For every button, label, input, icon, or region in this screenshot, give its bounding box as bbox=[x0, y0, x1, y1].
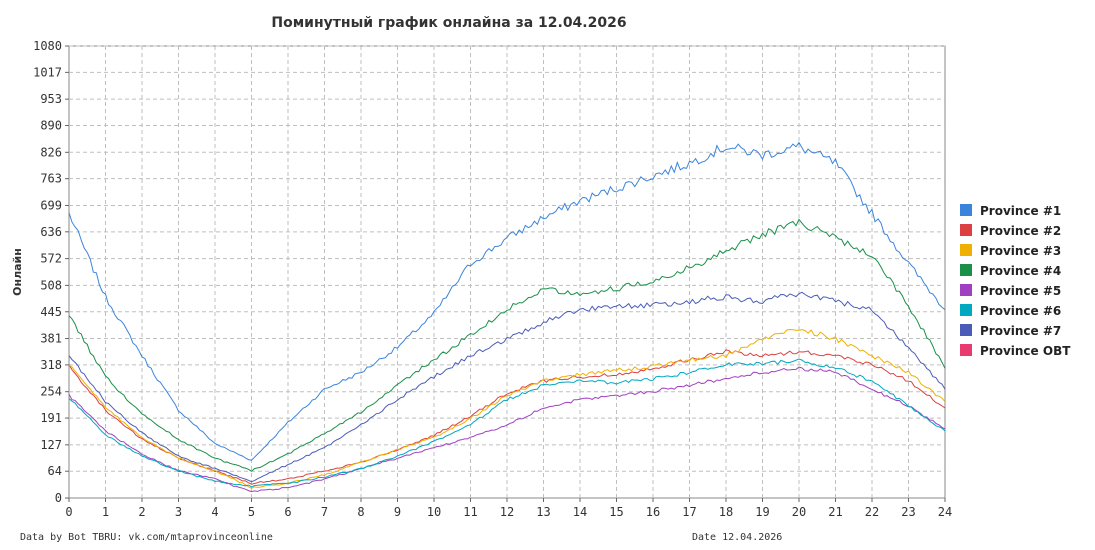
x-tick-label: 14 bbox=[573, 505, 587, 519]
legend: Province #1 Province #2 Province #3 Provinc… bbox=[960, 204, 1071, 358]
x-tick-label: 8 bbox=[357, 505, 364, 519]
x-tick-label: 0 bbox=[65, 505, 72, 519]
x-tick-label: 11 bbox=[463, 505, 477, 519]
legend-label: Province #6 bbox=[980, 304, 1061, 318]
legend-swatch bbox=[960, 284, 972, 296]
x-tick-label: 24 bbox=[938, 505, 952, 519]
y-tick-label: 318 bbox=[40, 358, 62, 372]
y-tick-label: 127 bbox=[40, 438, 62, 452]
y-tick-label: 64 bbox=[48, 464, 62, 478]
grid bbox=[68, 45, 946, 499]
series-lines bbox=[68, 141, 946, 493]
legend-swatch bbox=[960, 324, 972, 336]
x-tick-label: 18 bbox=[719, 505, 733, 519]
legend-label: Province #5 bbox=[980, 284, 1061, 298]
x-tick-label: 12 bbox=[500, 505, 514, 519]
y-tick-label: 381 bbox=[40, 332, 62, 346]
legend-label: Province #1 bbox=[980, 204, 1061, 218]
y-tick-label: 826 bbox=[40, 145, 62, 159]
series-line-4 bbox=[68, 218, 946, 472]
y-tick-label: 953 bbox=[40, 92, 62, 106]
y-axis-label: Онлайн bbox=[11, 248, 24, 296]
x-tick-label: 1 bbox=[102, 505, 109, 519]
series-line-7 bbox=[68, 291, 946, 483]
y-tick-label: 890 bbox=[40, 119, 62, 133]
x-tick-label: 23 bbox=[901, 505, 915, 519]
chart-title: Поминутный график онлайна за 12.04.2026 bbox=[271, 15, 626, 31]
x-tick-label: 20 bbox=[792, 505, 806, 519]
x-tick-label: 2 bbox=[138, 505, 145, 519]
legend-label: Province #2 bbox=[980, 224, 1061, 238]
x-tick-label: 19 bbox=[755, 505, 769, 519]
series-line-2 bbox=[68, 349, 946, 485]
x-tick-label: 7 bbox=[321, 505, 328, 519]
y-tick-label: 1080 bbox=[33, 39, 62, 53]
x-tick-label: 21 bbox=[828, 505, 842, 519]
x-tick-label: 16 bbox=[646, 505, 660, 519]
y-tick-label: 191 bbox=[40, 411, 62, 425]
x-tick-label: 22 bbox=[865, 505, 879, 519]
legend-swatch bbox=[960, 204, 972, 216]
y-tick-label: 572 bbox=[40, 252, 62, 266]
legend-label: Province OBT bbox=[980, 344, 1071, 358]
y-tick-label: 508 bbox=[40, 278, 62, 292]
y-tick-label: 636 bbox=[40, 225, 62, 239]
legend-swatch bbox=[960, 344, 972, 356]
legend-swatch bbox=[960, 244, 972, 256]
x-tick-label: 13 bbox=[536, 505, 550, 519]
x-tick-label: 4 bbox=[211, 505, 218, 519]
y-tick-label: 0 bbox=[55, 491, 62, 505]
legend-swatch bbox=[960, 224, 972, 236]
x-tick-label: 9 bbox=[394, 505, 401, 519]
y-tick-label: 445 bbox=[40, 305, 62, 319]
series-line-1 bbox=[68, 141, 946, 461]
y-tick-label: 699 bbox=[40, 198, 62, 212]
y-tick-label: 254 bbox=[40, 385, 62, 399]
y-tick-label: 1017 bbox=[33, 65, 62, 79]
legend-label: Province #4 bbox=[980, 264, 1061, 278]
x-tick-label: 10 bbox=[427, 505, 441, 519]
x-tick-label: 6 bbox=[284, 505, 291, 519]
series-line-3 bbox=[68, 328, 946, 489]
x-tick-label: 17 bbox=[682, 505, 696, 519]
legend-swatch bbox=[960, 304, 972, 316]
legend-label: Province #3 bbox=[980, 244, 1061, 258]
y-tick-label: 763 bbox=[40, 172, 62, 186]
x-tick-label: 5 bbox=[248, 505, 255, 519]
footer-date: Date 12.04.2026 bbox=[692, 532, 782, 543]
x-tick-label: 15 bbox=[609, 505, 623, 519]
series-line-6 bbox=[68, 358, 946, 488]
axes: 0641271912543183814455085726366997638268… bbox=[33, 39, 952, 519]
legend-swatch bbox=[960, 264, 972, 276]
x-tick-label: 3 bbox=[175, 505, 182, 519]
series-line-5 bbox=[68, 366, 946, 493]
footer-source: Data by Bot TBRU: vk.com/mtaprovinceonli… bbox=[20, 532, 273, 543]
legend-label: Province #7 bbox=[980, 324, 1061, 338]
